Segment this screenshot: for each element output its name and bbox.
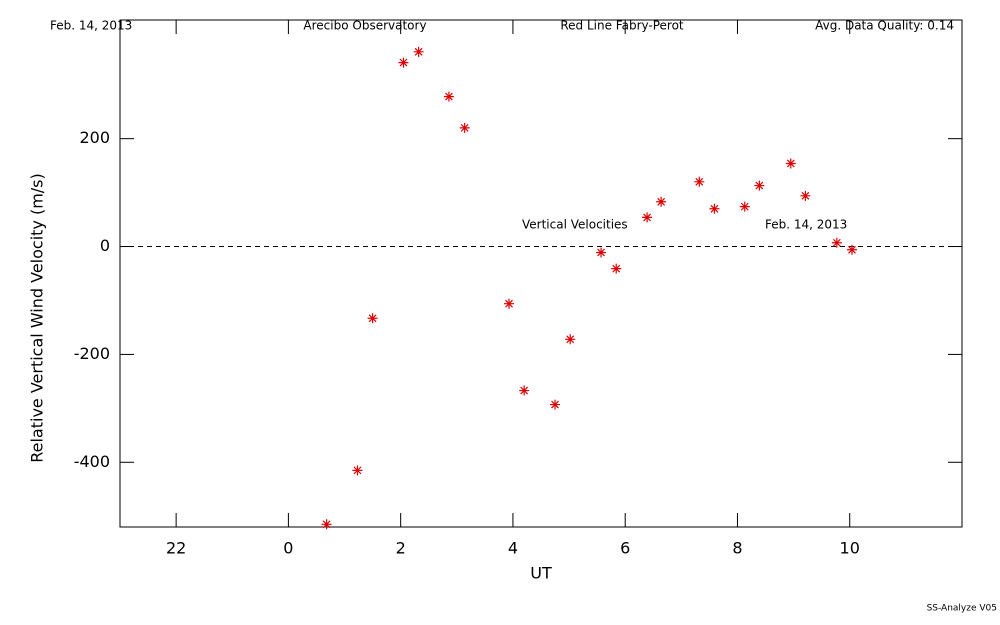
x-tick-label: 4 (508, 539, 518, 558)
point (459, 122, 470, 133)
point (611, 263, 622, 274)
x-tick-label: 0 (283, 539, 293, 558)
annotation: Feb. 14, 2013 (765, 218, 847, 232)
point (352, 465, 363, 476)
header-date: Feb. 14, 2013 (50, 19, 132, 33)
x-tick-label: 2 (396, 539, 406, 558)
point (321, 519, 332, 530)
x-tick-label: 6 (620, 539, 630, 558)
point (443, 91, 454, 102)
point (519, 385, 530, 396)
point (831, 237, 842, 248)
point (398, 57, 409, 68)
point (709, 203, 720, 214)
point (846, 244, 857, 255)
point (642, 212, 653, 223)
point (754, 180, 765, 191)
y-tick-label: -200 (74, 344, 110, 363)
point (565, 334, 576, 345)
header-site: Arecibo Observatory (303, 19, 426, 33)
point (785, 158, 796, 169)
y-tick-label: -400 (74, 452, 110, 471)
x-tick-label: 8 (732, 539, 742, 558)
point (800, 190, 811, 201)
x-tick-label: 10 (840, 539, 860, 558)
point (413, 46, 424, 57)
point (694, 176, 705, 187)
point (739, 201, 750, 212)
point (367, 313, 378, 324)
x-tick-label: 22 (166, 539, 186, 558)
header-quality: Avg. Data Quality: 0.14 (815, 19, 954, 33)
y-tick-label: 0 (100, 236, 110, 255)
header-instrument: Red Line Fabry-Perot (560, 19, 684, 33)
point (656, 196, 667, 207)
y-axis-label: Relative Vertical Wind Velocity (m/s) (28, 173, 47, 463)
y-tick-label: 200 (79, 128, 110, 147)
footer: SS-Analyze V05 (927, 604, 997, 614)
annotation: Vertical Velocities (522, 218, 628, 232)
point (596, 247, 607, 258)
x-axis-label: UT (530, 564, 552, 583)
point (504, 298, 515, 309)
point (550, 399, 561, 410)
plot-frame (119, 19, 963, 528)
